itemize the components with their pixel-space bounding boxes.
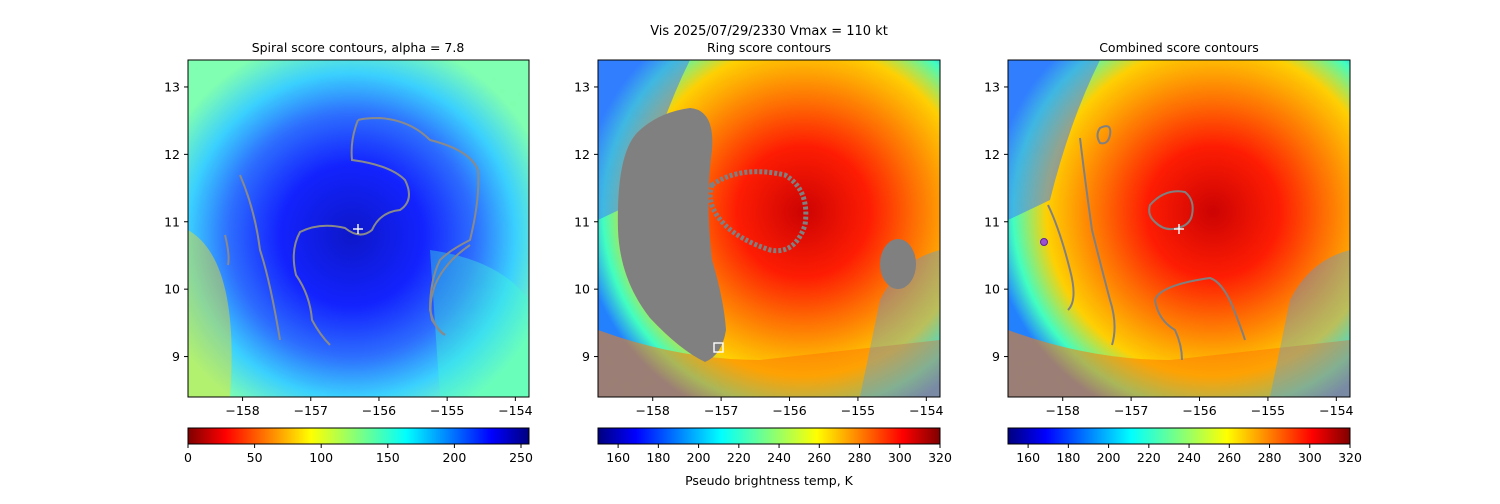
square-marker <box>713 342 724 353</box>
colorbar <box>597 427 941 445</box>
axes-frame <box>1007 59 1351 398</box>
colorbar-tick-label: 200 <box>1097 450 1121 465</box>
colorbar <box>187 427 530 445</box>
axes-frame <box>187 59 530 398</box>
colorbar-tick-label: 240 <box>767 450 791 465</box>
axes-frame <box>597 59 941 398</box>
colorbar-tick-label: 160 <box>1016 450 1040 465</box>
colorbar-tick-label: 180 <box>1056 450 1080 465</box>
colorbar-tick-label: 180 <box>646 450 670 465</box>
colorbar-tick-label: 260 <box>1217 450 1241 465</box>
y-tick-label: 11 <box>164 214 180 229</box>
axis-ticks: −158 −157 −156 −155 −154 9 10 11 12 13 <box>574 79 943 418</box>
colorbar-ticks: 160 180 200 220 240 260 280 300 320 <box>606 444 952 465</box>
colorbar-tick-label: 280 <box>1258 450 1282 465</box>
y-tick-label: 9 <box>172 349 180 364</box>
panel-title: Spiral score contours, alpha = 7.8 <box>252 40 465 55</box>
y-tick-label: 9 <box>582 349 590 364</box>
x-tick-label: −158 <box>636 403 670 418</box>
x-tick-label: −157 <box>294 403 328 418</box>
contour-ring-core <box>707 169 809 254</box>
axis-ticks: −158 −157 −156 −155 −154 9 10 11 12 13 <box>984 79 1353 418</box>
spiral-contours <box>224 116 480 346</box>
x-tick-label: −155 <box>430 403 464 418</box>
y-tick-label: 11 <box>984 214 1000 229</box>
axis-ticks: −158 −157 −156 −155 −154 9 10 11 12 13 <box>164 79 532 418</box>
y-tick-label: 10 <box>164 282 180 297</box>
colorbar-tick-label: 280 <box>848 450 872 465</box>
x-tick-label: −158 <box>1046 403 1080 418</box>
y-tick-label: 13 <box>574 79 590 94</box>
colorbar-tick-label: 300 <box>888 450 912 465</box>
y-tick-label: 13 <box>164 79 180 94</box>
colorbar-tick-label: 150 <box>376 450 400 465</box>
colorbar-tick-label: 320 <box>928 450 952 465</box>
contour-blob-east <box>880 239 916 289</box>
panel-title: Combined score contours <box>1099 40 1259 55</box>
contour-line <box>429 244 471 336</box>
colorbar-tick-label: 0 <box>184 450 192 465</box>
x-tick-label: −156 <box>1182 403 1216 418</box>
ring-contours <box>617 108 916 362</box>
figure-suptitle: Vis 2025/07/29/2330 Vmax = 110 kt <box>650 24 888 39</box>
x-tick-label: −157 <box>1114 403 1148 418</box>
y-tick-label: 10 <box>574 282 590 297</box>
circle-marker <box>1040 238 1048 246</box>
panel-spiral: Spiral score contours, alpha = 7.8 −158−… <box>164 40 533 465</box>
center-marker-plus <box>353 224 363 234</box>
y-tick-label: 12 <box>574 147 590 162</box>
colorbar-tick-label: 50 <box>247 450 263 465</box>
contour-line <box>292 119 410 346</box>
contour-line <box>239 174 281 341</box>
panel-title: Ring score contours <box>707 40 831 55</box>
y-tick-label: 11 <box>574 214 590 229</box>
contour-region-west <box>617 108 726 362</box>
colorbar-tick-label: 300 <box>1298 450 1322 465</box>
colorbar-label: Pseudo brightness temp, K <box>685 473 854 488</box>
contour-line <box>1047 204 1075 311</box>
colorbar-ticks: 160 180 200 220 240 260 280 300 320 <box>1016 444 1362 465</box>
contour-line <box>1148 190 1194 231</box>
colorbar-tick-label: 100 <box>309 450 333 465</box>
contour-line <box>1154 276 1246 341</box>
x-tick-label: −156 <box>772 403 806 418</box>
colorbar-tick-label: 320 <box>1338 450 1362 465</box>
combined-contours <box>1047 125 1246 361</box>
x-tick-label: −154 <box>1319 403 1353 418</box>
x-tick-label: −157 <box>704 403 738 418</box>
center-marker-plus <box>1174 224 1184 234</box>
colorbar-tick-label: 260 <box>807 450 831 465</box>
colorbar-tick-label: 200 <box>442 450 466 465</box>
y-tick-label: 9 <box>992 349 1000 364</box>
colorbar-ticks: 0 50 100 150 200 250 <box>184 444 533 465</box>
x-tick-label: −154 <box>498 403 532 418</box>
contour-line <box>224 234 230 266</box>
colorbar-tick-label: 160 <box>606 450 630 465</box>
contour-line <box>1096 125 1112 145</box>
panel-ring: Ring score contours −158 −157 −156 −155 −154… <box>574 40 952 488</box>
x-tick-label: −155 <box>841 403 875 418</box>
y-tick-label: 12 <box>984 147 1000 162</box>
x-tick-label: −156 <box>362 403 396 418</box>
colorbar-tick-label: 220 <box>727 450 751 465</box>
colorbar-tick-label: 220 <box>1137 450 1161 465</box>
colorbar <box>1007 427 1351 445</box>
panel-combined: Combined score contours −158 −157 −156 −155… <box>984 40 1362 465</box>
contour-line <box>1079 137 1116 346</box>
y-tick-label: 13 <box>984 79 1000 94</box>
y-tick-label: 12 <box>164 147 180 162</box>
colorbar-tick-label: 240 <box>1177 450 1201 465</box>
colorbar-tick-label: 200 <box>687 450 711 465</box>
colorbar-tick-label: 250 <box>509 450 533 465</box>
x-tick-label: −158 <box>225 403 259 418</box>
contour-line <box>1154 299 1183 361</box>
y-tick-label: 10 <box>984 282 1000 297</box>
x-tick-label: −154 <box>909 403 943 418</box>
x-tick-label: −155 <box>1251 403 1285 418</box>
